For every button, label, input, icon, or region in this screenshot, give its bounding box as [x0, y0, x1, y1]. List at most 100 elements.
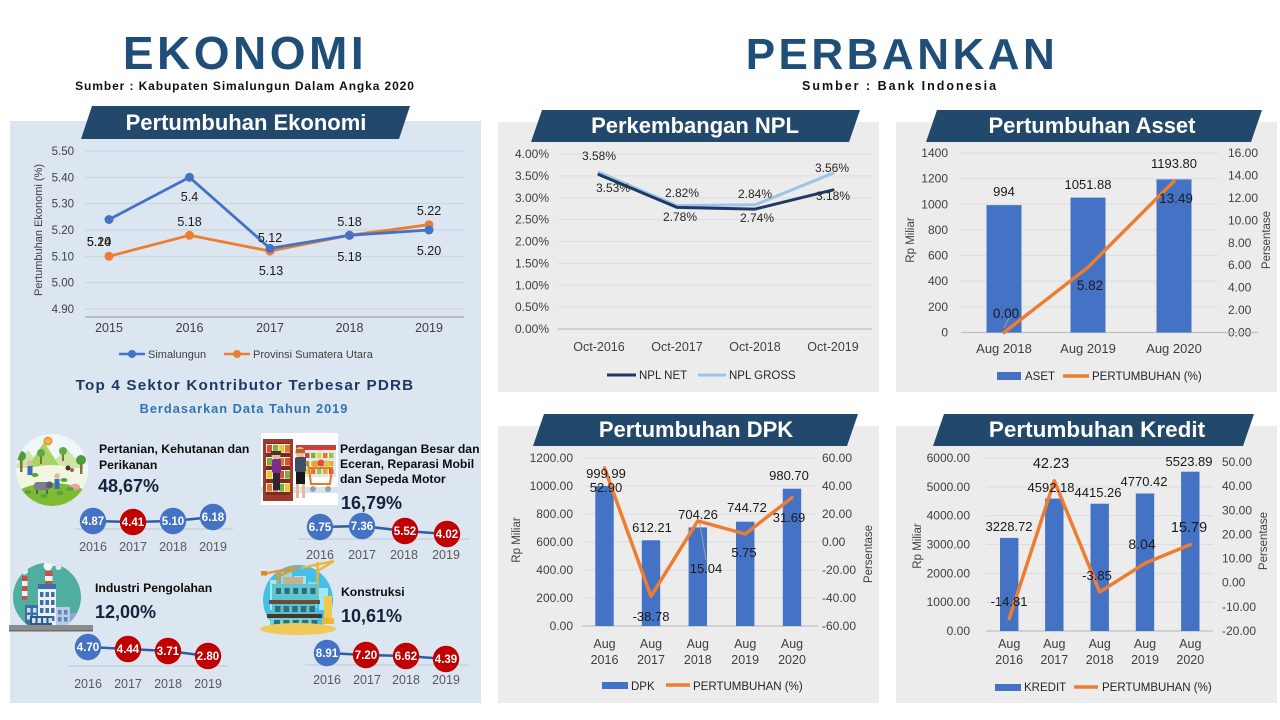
- svg-text:2018: 2018: [684, 653, 712, 667]
- svg-text:2.78%: 2.78%: [663, 210, 697, 224]
- svg-text:2018: 2018: [390, 548, 418, 562]
- svg-text:NPL NET: NPL NET: [639, 370, 687, 382]
- svg-text:2015: 2015: [95, 321, 123, 335]
- svg-text:KREDIT: KREDIT: [1024, 682, 1066, 694]
- svg-text:0: 0: [941, 326, 948, 340]
- svg-text:2.00: 2.00: [1228, 303, 1252, 317]
- svg-text:8.91: 8.91: [316, 648, 339, 660]
- svg-text:5.82: 5.82: [1077, 278, 1103, 293]
- svg-text:1051.88: 1051.88: [1065, 177, 1112, 192]
- svg-text:5.18: 5.18: [337, 215, 361, 229]
- svg-text:5.20: 5.20: [417, 244, 441, 258]
- svg-text:0.00: 0.00: [947, 624, 971, 638]
- svg-text:2016: 2016: [79, 540, 107, 554]
- svg-text:-20.00: -20.00: [1222, 624, 1256, 638]
- svg-text:-14.81: -14.81: [991, 594, 1028, 609]
- svg-text:0.00: 0.00: [1222, 576, 1246, 590]
- svg-text:2.74%: 2.74%: [740, 211, 774, 225]
- svg-text:3.58%: 3.58%: [582, 149, 616, 163]
- svg-text:5.00: 5.00: [52, 278, 74, 290]
- svg-text:2019: 2019: [199, 540, 227, 554]
- svg-text:1.50%: 1.50%: [515, 256, 549, 270]
- svg-text:30.00: 30.00: [1222, 503, 1252, 517]
- svg-text:10.00: 10.00: [1228, 213, 1258, 227]
- svg-text:5000.00: 5000.00: [927, 480, 971, 494]
- svg-text:Persentase: Persentase: [1261, 211, 1273, 269]
- svg-text:2000.00: 2000.00: [927, 566, 971, 580]
- svg-text:Berdasarkan Data Tahun 2019: Berdasarkan Data Tahun 2019: [140, 401, 349, 416]
- svg-text:Rp Miliar: Rp Miliar: [912, 523, 924, 569]
- svg-text:-60.00: -60.00: [822, 619, 856, 633]
- svg-text:6.18: 6.18: [202, 512, 225, 524]
- svg-text:PERTUMBUHAN (%): PERTUMBUHAN (%): [1102, 682, 1212, 694]
- svg-text:1000.00: 1000.00: [530, 479, 574, 493]
- svg-text:1.00%: 1.00%: [515, 278, 549, 292]
- svg-text:Pertumbuhan Kredit: Pertumbuhan Kredit: [989, 417, 1206, 442]
- svg-text:52.90: 52.90: [590, 480, 623, 495]
- svg-text:2.84%: 2.84%: [738, 187, 772, 201]
- svg-text:PERBANKAN: PERBANKAN: [746, 30, 1059, 79]
- svg-text:4.70: 4.70: [77, 642, 99, 654]
- svg-text:Aug: Aug: [1089, 637, 1111, 651]
- svg-text:Pertumbuhan Ekonomi (%): Pertumbuhan Ekonomi (%): [33, 164, 45, 296]
- svg-text:5.18: 5.18: [337, 250, 361, 264]
- svg-text:0.50%: 0.50%: [515, 300, 549, 314]
- svg-text:40.00: 40.00: [1222, 479, 1252, 493]
- svg-text:1000.00: 1000.00: [927, 595, 971, 609]
- svg-text:2.80: 2.80: [197, 651, 219, 663]
- svg-text:2018: 2018: [159, 540, 187, 554]
- svg-text:Sumber : Bank Indonesia: Sumber : Bank Indonesia: [802, 79, 998, 93]
- svg-text:8.04: 8.04: [1128, 536, 1155, 552]
- svg-text:Rp Miliar: Rp Miliar: [905, 217, 917, 263]
- svg-text:Oct-2016: Oct-2016: [573, 340, 624, 354]
- svg-text:7.36: 7.36: [351, 521, 373, 533]
- svg-text:2019: 2019: [1131, 653, 1159, 667]
- svg-text:4.00: 4.00: [1228, 281, 1252, 295]
- svg-text:2018: 2018: [154, 677, 182, 691]
- svg-text:5.30: 5.30: [52, 199, 74, 211]
- svg-text:5.52: 5.52: [394, 526, 416, 538]
- svg-text:Aug: Aug: [734, 637, 756, 651]
- svg-text:2016: 2016: [306, 548, 334, 562]
- svg-text:5.24: 5.24: [87, 235, 111, 249]
- svg-text:PERTUMBUHAN (%): PERTUMBUHAN (%): [693, 681, 803, 693]
- svg-text:744.72: 744.72: [727, 500, 767, 515]
- svg-text:2.82%: 2.82%: [665, 186, 699, 200]
- svg-text:4.39: 4.39: [435, 654, 457, 666]
- svg-text:800.00: 800.00: [536, 507, 573, 521]
- svg-text:Aug: Aug: [781, 637, 803, 651]
- svg-text:6.00: 6.00: [1228, 258, 1252, 272]
- svg-text:3.53%: 3.53%: [596, 181, 630, 195]
- svg-text:200: 200: [928, 300, 948, 314]
- svg-text:3000.00: 3000.00: [927, 538, 971, 552]
- svg-text:1400: 1400: [921, 146, 948, 160]
- svg-text:16,79%: 16,79%: [341, 493, 402, 513]
- svg-text:8.00: 8.00: [1228, 236, 1252, 250]
- svg-text:2017: 2017: [119, 540, 147, 554]
- svg-text:2019: 2019: [432, 673, 460, 687]
- svg-text:2019: 2019: [415, 321, 443, 335]
- svg-text:1000: 1000: [921, 197, 948, 211]
- svg-text:Perikanan: Perikanan: [99, 458, 157, 472]
- svg-text:600.00: 600.00: [536, 535, 573, 549]
- svg-text:2.00%: 2.00%: [515, 235, 549, 249]
- svg-text:Aug 2019: Aug 2019: [1060, 341, 1116, 356]
- svg-text:999.99: 999.99: [586, 466, 626, 481]
- svg-text:2016: 2016: [313, 673, 341, 687]
- svg-text:Aug: Aug: [998, 637, 1020, 651]
- svg-text:3.71: 3.71: [157, 646, 180, 658]
- svg-text:Pertanian, Kehutanan dan: Pertanian, Kehutanan dan: [99, 442, 249, 456]
- svg-text:Aug: Aug: [1134, 637, 1156, 651]
- svg-text:0.00%: 0.00%: [515, 322, 549, 336]
- svg-text:Aug: Aug: [1179, 637, 1201, 651]
- svg-text:5.20: 5.20: [52, 225, 74, 237]
- svg-text:50.00: 50.00: [1222, 455, 1252, 469]
- svg-text:4.00%: 4.00%: [515, 147, 549, 161]
- svg-text:20.00: 20.00: [1222, 527, 1252, 541]
- svg-text:2.50%: 2.50%: [515, 213, 549, 227]
- svg-text:Aug 2018: Aug 2018: [976, 341, 1032, 356]
- svg-text:ASET: ASET: [1025, 371, 1055, 383]
- svg-text:Perdagangan Besar dan: Perdagangan Besar dan: [340, 442, 480, 456]
- svg-text:5.75: 5.75: [731, 545, 756, 560]
- svg-text:Perkembangan NPL: Perkembangan NPL: [591, 113, 799, 138]
